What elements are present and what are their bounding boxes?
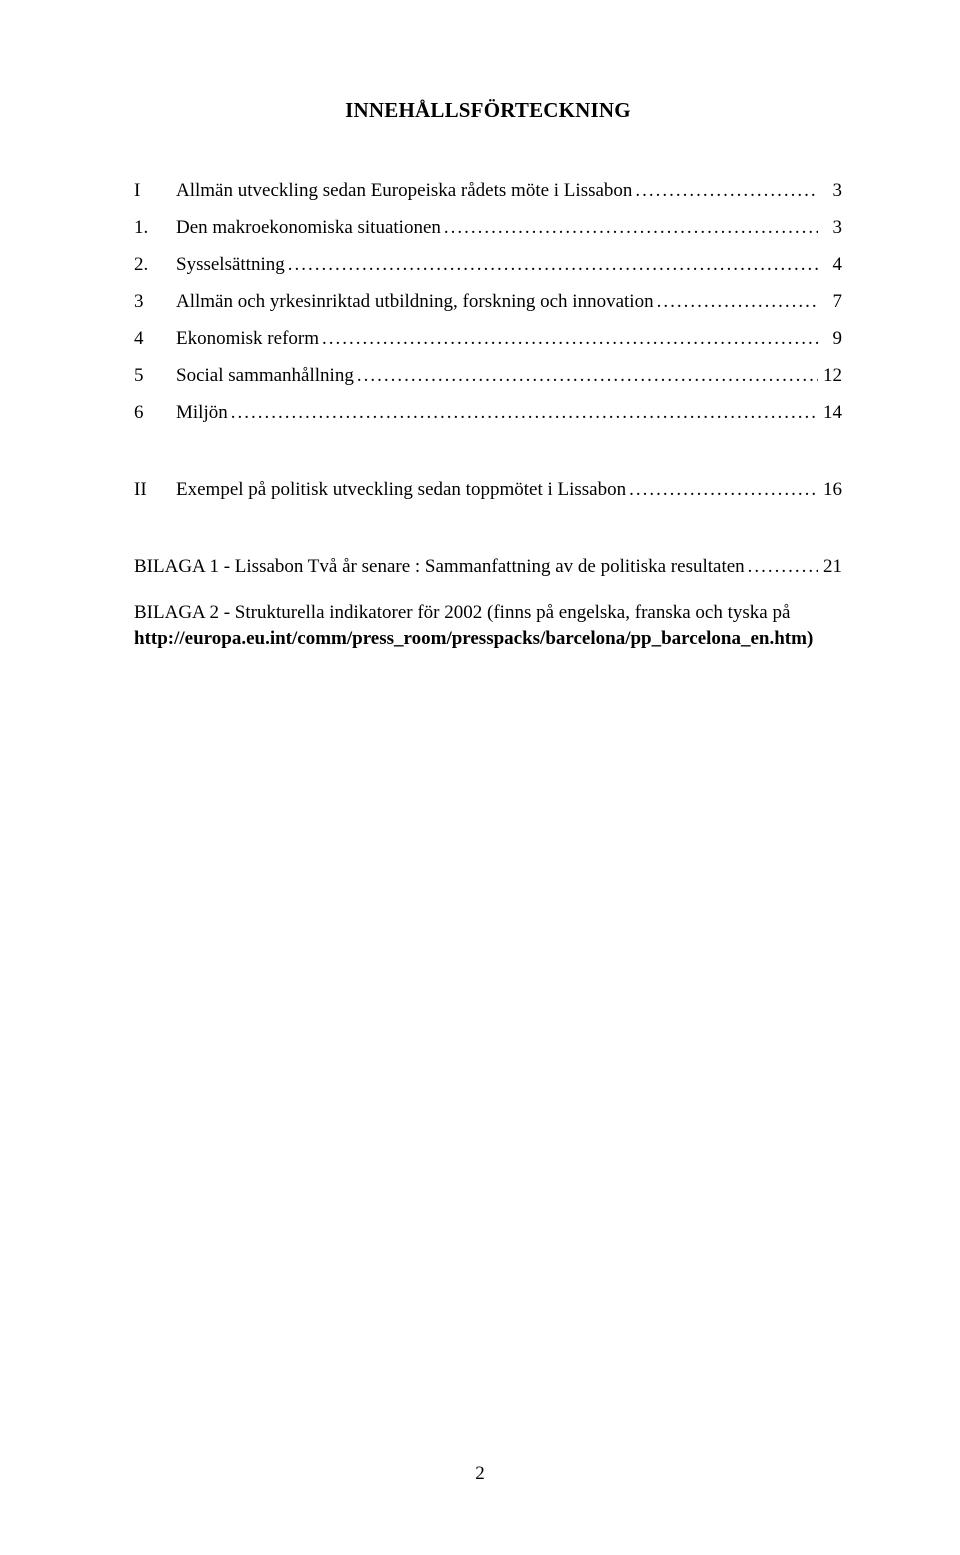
toc-number: II bbox=[134, 480, 176, 499]
appendix-link: http://europa.eu.int/comm/press_room/pre… bbox=[134, 628, 813, 649]
toc-leader: ........................................… bbox=[354, 366, 818, 385]
toc-label: Exempel på politisk utveckling sedan top… bbox=[176, 480, 626, 499]
page-container: INNEHÅLLSFÖRTECKNING I Allmän utveckling… bbox=[0, 0, 960, 651]
toc-row: 2. Sysselsättning ......................… bbox=[134, 255, 842, 274]
toc-leader: ........................................… bbox=[745, 557, 818, 576]
toc-page: 7 bbox=[818, 292, 842, 311]
toc-leader: ........................................… bbox=[626, 480, 818, 499]
toc-label: Allmän utveckling sedan Europeiska rådet… bbox=[176, 181, 632, 200]
toc-label: Den makroekonomiska situationen bbox=[176, 218, 441, 237]
toc-page: 3 bbox=[818, 218, 842, 237]
toc-number: 6 bbox=[134, 403, 176, 422]
toc-row: 3 Allmän och yrkesinriktad utbildning, f… bbox=[134, 292, 842, 311]
toc-page: 14 bbox=[818, 403, 842, 422]
toc-number: 4 bbox=[134, 329, 176, 348]
toc-label: Ekonomisk reform bbox=[176, 329, 319, 348]
toc-leader: ........................................… bbox=[319, 329, 818, 348]
toc-row: BILAGA 1 - Lissabon Två år senare : Samm… bbox=[134, 557, 842, 576]
toc-page: 12 bbox=[818, 366, 842, 385]
appendix-line1: BILAGA 2 - Strukturella indikatorer för … bbox=[134, 602, 790, 623]
toc-label: BILAGA 1 - Lissabon Två år senare : Samm… bbox=[134, 557, 745, 576]
toc-label: Sysselsättning bbox=[176, 255, 285, 274]
toc-page: 16 bbox=[818, 480, 842, 499]
toc-leader: ........................................… bbox=[632, 181, 818, 200]
toc-number: 2. bbox=[134, 255, 176, 274]
appendix-note: BILAGA 2 - Strukturella indikatorer för … bbox=[134, 600, 842, 651]
section-gap bbox=[134, 440, 842, 480]
toc-row: I Allmän utveckling sedan Europeiska råd… bbox=[134, 181, 842, 200]
toc-row: 5 Social sammanhållning ................… bbox=[134, 366, 842, 385]
toc-leader: ........................................… bbox=[654, 292, 818, 311]
toc-leader: ........................................… bbox=[441, 218, 818, 237]
toc-page: 3 bbox=[818, 181, 842, 200]
toc-leader: ........................................… bbox=[228, 403, 818, 422]
toc-row: 1. Den makroekonomiska situationen .....… bbox=[134, 218, 842, 237]
toc-row: 4 Ekonomisk reform .....................… bbox=[134, 329, 842, 348]
toc-page: 4 bbox=[818, 255, 842, 274]
toc-label: Social sammanhållning bbox=[176, 366, 354, 385]
page-title: INNEHÅLLSFÖRTECKNING bbox=[134, 98, 842, 123]
section-gap bbox=[134, 517, 842, 557]
toc-label: Allmän och yrkesinriktad utbildning, for… bbox=[176, 292, 654, 311]
toc-row: 6 Miljön ...............................… bbox=[134, 403, 842, 422]
page-number: 2 bbox=[0, 1463, 960, 1485]
toc-page: 9 bbox=[818, 329, 842, 348]
toc-number: 3 bbox=[134, 292, 176, 311]
toc-label: Miljön bbox=[176, 403, 228, 422]
toc-leader: ........................................… bbox=[285, 255, 818, 274]
toc-number: I bbox=[134, 181, 176, 200]
toc-number: 1. bbox=[134, 218, 176, 237]
toc-row: II Exempel på politisk utveckling sedan … bbox=[134, 480, 842, 499]
toc-number: 5 bbox=[134, 366, 176, 385]
toc-page: 21 bbox=[818, 557, 842, 576]
